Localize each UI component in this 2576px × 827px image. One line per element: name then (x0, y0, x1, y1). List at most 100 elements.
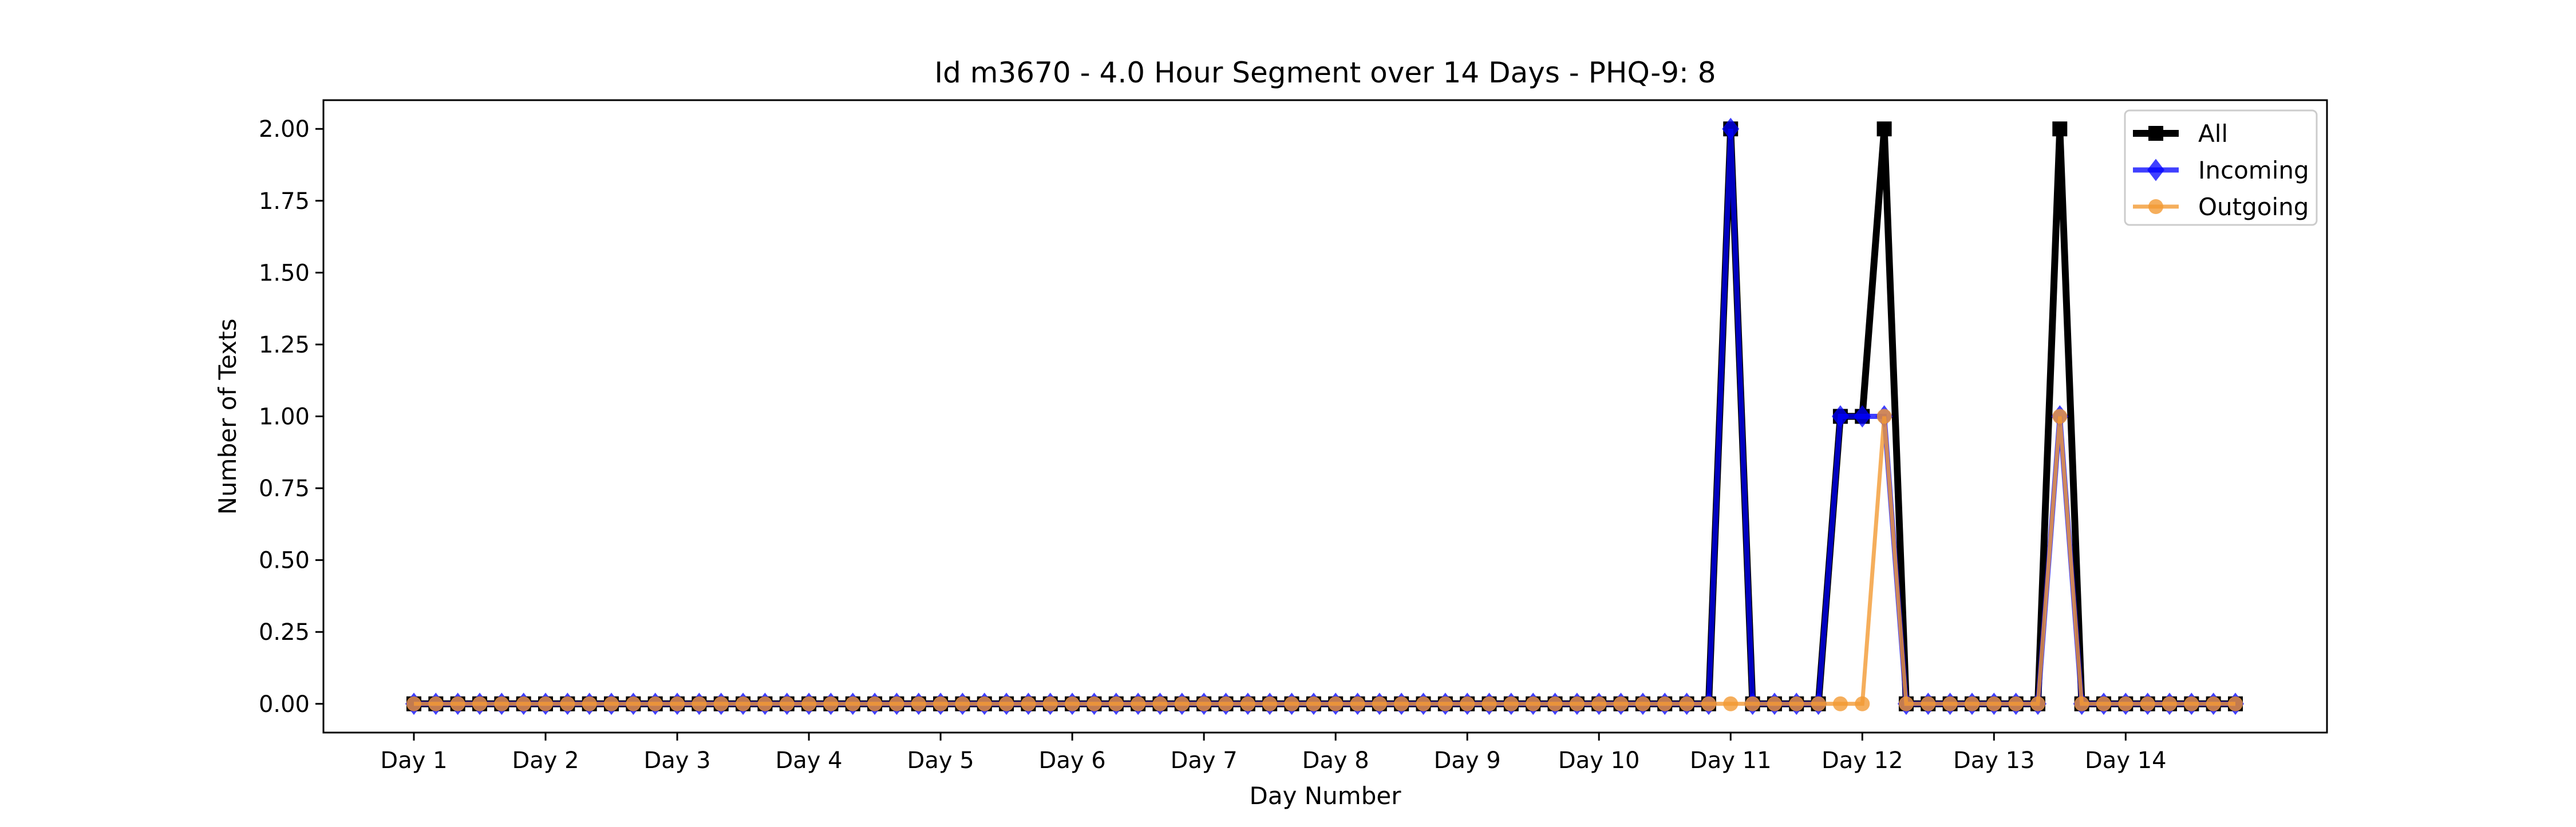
y-tick-label: 0.25 (259, 619, 310, 646)
data-point-outgoing (2228, 696, 2243, 711)
y-tick-label: 0.00 (259, 691, 310, 718)
legend-box (2124, 109, 2318, 226)
legend-label: All (2198, 120, 2228, 148)
data-point-outgoing (1328, 696, 1344, 711)
data-point-outgoing (1745, 696, 1760, 711)
legend-marker-outgoing (2148, 199, 2163, 214)
data-point-outgoing (538, 696, 554, 711)
data-point-outgoing (1942, 696, 1958, 711)
data-point-outgoing (1503, 696, 1519, 711)
data-point-all (1876, 121, 1892, 137)
data-point-outgoing (1526, 696, 1541, 711)
y-tick-label: 2.00 (259, 116, 310, 143)
data-point-outgoing (670, 696, 685, 711)
data-point-outgoing (647, 696, 663, 711)
data-point-outgoing (845, 696, 860, 711)
y-tick-label: 1.00 (259, 404, 310, 430)
data-point-outgoing (1964, 696, 1980, 711)
data-point-outgoing (1679, 696, 1694, 711)
data-point-outgoing (582, 696, 597, 711)
data-point-outgoing (2140, 696, 2155, 711)
data-point-outgoing (1460, 696, 1475, 711)
data-point-outgoing (1635, 696, 1650, 711)
legend-marker-all (2148, 126, 2163, 141)
data-point-outgoing (1898, 696, 1914, 711)
data-point-outgoing (977, 696, 992, 711)
data-point-incoming (1854, 405, 1871, 428)
data-point-outgoing (1306, 696, 1321, 711)
data-point-outgoing (1921, 696, 1936, 711)
x-tick-label: Day 2 (512, 747, 579, 774)
data-point-outgoing (889, 696, 904, 711)
legend-item-incoming: Incoming (2133, 156, 2309, 184)
data-point-outgoing (1876, 409, 1892, 424)
data-point-incoming (1722, 117, 1740, 140)
x-tick-label: Day 7 (1171, 747, 1238, 774)
x-tick-label: Day 6 (1039, 747, 1106, 774)
x-tick-label: Day 12 (1822, 747, 1903, 774)
legend-item-all: All (2133, 120, 2228, 148)
y-tick-label: 0.75 (259, 476, 310, 502)
series-outgoing (406, 409, 2243, 711)
data-point-outgoing (406, 696, 421, 711)
x-tick-label: Day 10 (1558, 747, 1640, 774)
legend: All Incoming Outgoing (2124, 109, 2318, 226)
series-layer (405, 117, 2244, 715)
data-point-outgoing (1042, 696, 1058, 711)
x-tick-label: Day 1 (380, 747, 447, 774)
data-point-outgoing (1021, 696, 1036, 711)
data-point-outgoing (1372, 696, 1387, 711)
data-point-outgoing (1591, 696, 1607, 711)
data-point-outgoing (604, 696, 619, 711)
data-point-incoming (1831, 405, 1849, 428)
data-point-outgoing (2074, 696, 2089, 711)
chart-title: Id m3670 - 4.0 Hour Segment over 14 Days… (934, 56, 1716, 89)
data-point-outgoing (736, 696, 751, 711)
data-point-outgoing (2052, 409, 2068, 424)
data-point-outgoing (2008, 696, 2024, 711)
data-point-outgoing (1767, 696, 1782, 711)
x-tick-label: Day 4 (775, 747, 842, 774)
data-point-outgoing (757, 696, 773, 711)
data-point-outgoing (955, 696, 970, 711)
data-point-outgoing (911, 696, 926, 711)
data-point-outgoing (867, 696, 883, 711)
data-point-outgoing (933, 696, 949, 711)
data-point-outgoing (1481, 696, 1497, 711)
data-point-outgoing (2206, 696, 2221, 711)
data-point-outgoing (713, 696, 729, 711)
x-tick-label: Day 13 (1953, 747, 2035, 774)
y-axis: 0.00 0.25 0.50 0.75 1.00 1.25 1.50 1.75 2.00 (259, 116, 323, 718)
x-tick-label: Day 11 (1690, 747, 1772, 774)
data-point-outgoing (779, 696, 795, 711)
data-point-outgoing (1613, 696, 1629, 711)
x-tick-label: Day 8 (1302, 747, 1369, 774)
data-point-outgoing (472, 696, 488, 711)
data-point-outgoing (2118, 696, 2134, 711)
y-axis-label: Number of Texts (214, 319, 242, 515)
data-point-outgoing (1174, 696, 1190, 711)
data-point-outgoing (1547, 696, 1563, 711)
data-point-outgoing (1986, 696, 2002, 711)
x-axis-label: Day Number (1249, 782, 1401, 810)
data-point-outgoing (801, 696, 817, 711)
data-point-outgoing (516, 696, 531, 711)
data-point-outgoing (2162, 696, 2177, 711)
data-point-outgoing (1262, 696, 1278, 711)
legend-item-outgoing: Outgoing (2133, 193, 2309, 221)
data-point-outgoing (1086, 696, 1102, 711)
data-point-outgoing (1723, 696, 1739, 711)
x-tick-label: Day 14 (2085, 747, 2167, 774)
data-point-outgoing (1240, 696, 1255, 711)
y-tick-label: 1.50 (259, 260, 310, 286)
data-point-outgoing (450, 696, 465, 711)
data-point-outgoing (1789, 696, 1804, 711)
data-point-outgoing (1284, 696, 1299, 711)
data-point-outgoing (1394, 696, 1409, 711)
data-point-outgoing (1855, 696, 1870, 711)
data-point-outgoing (1131, 696, 1146, 711)
data-point-outgoing (1196, 696, 1212, 711)
data-point-outgoing (1569, 696, 1585, 711)
